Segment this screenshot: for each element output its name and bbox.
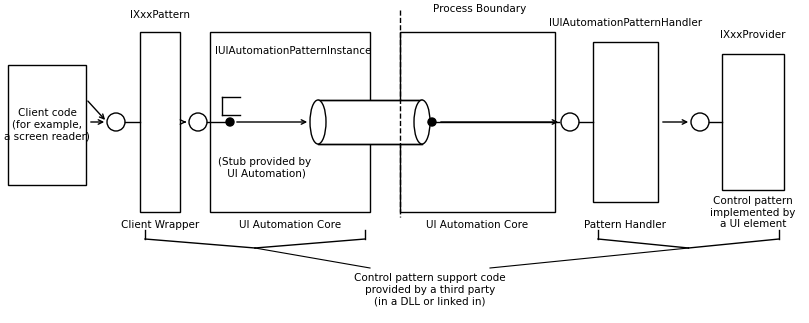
Circle shape: [226, 118, 234, 126]
Text: Process Boundary: Process Boundary: [434, 4, 527, 14]
Text: UI Automation Core: UI Automation Core: [426, 220, 528, 230]
Ellipse shape: [310, 100, 326, 144]
Text: (Stub provided by
 UI Automation): (Stub provided by UI Automation): [218, 157, 311, 179]
Text: IUIAutomationPatternInstance: IUIAutomationPatternInstance: [215, 46, 371, 56]
FancyBboxPatch shape: [140, 32, 180, 212]
Text: Client code
(for example,
a screen reader): Client code (for example, a screen reade…: [4, 109, 90, 141]
Circle shape: [189, 113, 207, 131]
Circle shape: [428, 118, 436, 126]
Text: IXxxPattern: IXxxPattern: [130, 10, 190, 20]
Circle shape: [561, 113, 579, 131]
FancyBboxPatch shape: [8, 65, 86, 185]
Text: IXxxProvider: IXxxProvider: [720, 30, 786, 40]
Text: Control pattern support code
provided by a third party
(in a DLL or linked in): Control pattern support code provided by…: [354, 273, 506, 307]
Text: UI Automation Core: UI Automation Core: [239, 220, 341, 230]
Text: IUIAutomationPatternHandler: IUIAutomationPatternHandler: [549, 18, 702, 28]
FancyBboxPatch shape: [318, 100, 422, 144]
Text: Client Wrapper: Client Wrapper: [121, 220, 199, 230]
Ellipse shape: [414, 100, 430, 144]
FancyBboxPatch shape: [210, 32, 370, 212]
Text: Pattern Handler: Pattern Handler: [584, 220, 667, 230]
FancyBboxPatch shape: [400, 32, 555, 212]
Circle shape: [107, 113, 125, 131]
Circle shape: [691, 113, 709, 131]
Text: Control pattern
implemented by
a UI element: Control pattern implemented by a UI elem…: [710, 196, 796, 229]
FancyBboxPatch shape: [593, 42, 658, 202]
FancyBboxPatch shape: [722, 54, 784, 190]
